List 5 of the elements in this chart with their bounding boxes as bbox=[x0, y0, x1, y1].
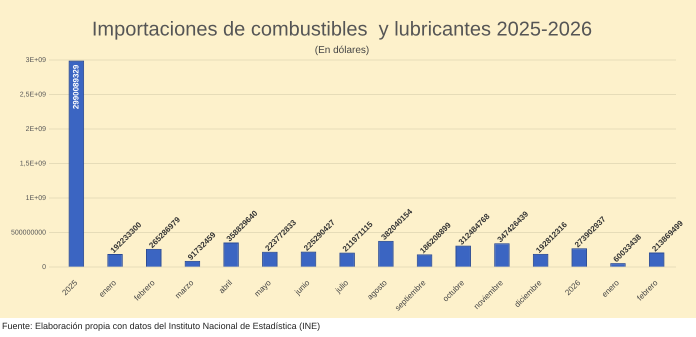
chart-subtitle: (En dólares) bbox=[314, 44, 370, 56]
x-tick-label: julio bbox=[333, 278, 351, 296]
source-note: Fuente: Elaboración propia con datos del Instituto Nacional de Estadística (INE) bbox=[1, 320, 322, 333]
chart-title: Importaciones de combustibles y lubricantes 2025-2026 bbox=[92, 18, 592, 41]
data-label: 2990089329 bbox=[72, 64, 81, 110]
